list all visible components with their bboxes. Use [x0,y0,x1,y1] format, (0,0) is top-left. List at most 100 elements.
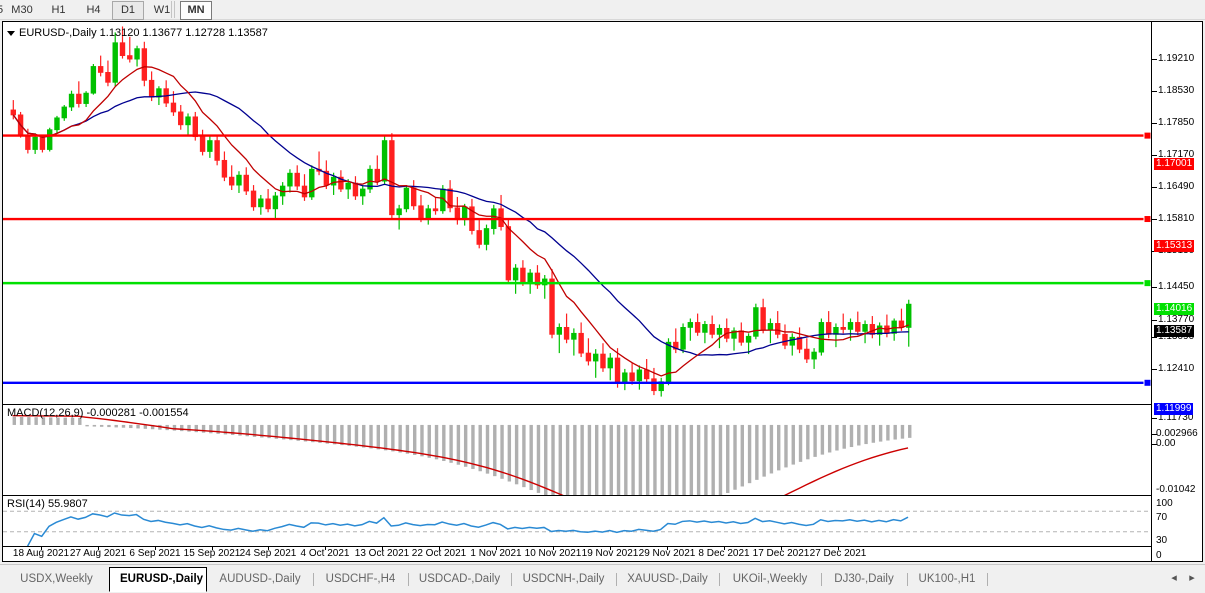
price-pane[interactable] [3,22,1151,404]
price-badge-1-14016[interactable]: 1.14016 [1154,303,1195,315]
macd-label: MACD(12,26,9) -0.000281 -0.001554 [7,407,189,419]
rsi-tick-label: 100 [1156,498,1173,509]
tab-separator [821,573,822,586]
timeframe-toolbar: 5 M30 H1 H4 D1 W1 MN [0,0,1205,20]
price-tick [1152,337,1157,338]
date-tick-label: 13 Oct 2021 [354,548,410,559]
price-tick [1152,59,1157,60]
date-tick [610,547,611,550]
chart-tab-eurusd-daily[interactable]: EURUSD-,Daily [109,567,207,592]
toolbar-separator-2 [174,1,175,18]
price-tick [1152,418,1157,419]
date-tick-label: 17 Dec 2021 [752,548,810,559]
tab-scroll-right-icon[interactable]: ▸ [1189,572,1195,584]
date-tick [439,547,440,550]
tab-scroll-left-icon[interactable]: ◂ [1171,572,1177,584]
tab-separator [511,573,512,586]
date-tick-label: 27 Dec 2021 [809,548,867,559]
timeframe-button-mn[interactable]: MN [180,1,212,20]
price-tick [1152,320,1157,321]
macd-tick-label: -0.01042 [1156,484,1196,495]
tab-separator [408,573,409,586]
date-tick [212,547,213,550]
price-tick [1152,91,1157,92]
tab-separator [313,573,314,586]
chart-ohlc-text: EURUSD-,Daily 1.13120 1.13677 1.12728 1.… [19,27,268,39]
chart-tab-usdchf-h4[interactable]: USDCHF-,H4 [325,573,396,585]
chart-symbol-header[interactable]: EURUSD-,Daily 1.13120 1.13677 1.12728 1.… [7,27,268,39]
date-tick [325,547,326,550]
price-tick-label: 1.13770 [1158,314,1195,325]
price-tick [1152,155,1157,156]
timeframe-button-5[interactable]: 5 [0,1,6,20]
date-tick [98,547,99,550]
date-tick [155,547,156,550]
date-tick-label: 10 Nov 2021 [524,548,582,559]
rsi-tick-label: 30 [1156,535,1168,546]
date-tick-label: 8 Dec 2021 [698,548,750,559]
toolbar-separator [171,1,172,18]
price-badge-1-17001[interactable]: 1.17001 [1154,158,1195,170]
pane-separator-dates [3,546,1151,547]
timeframe-button-m30[interactable]: M30 [11,4,33,16]
date-tick-label: 22 Oct 2021 [411,548,467,559]
date-axis[interactable]: 18 Aug 2021 27 Aug 2021 6 Sep 2021 15 Sep 2… [3,547,1151,561]
tab-separator [907,573,908,586]
date-tick-label: 24 Sep 2021 [239,548,297,559]
chart-tab-audusd-daily[interactable]: AUDUSD-,Daily [219,573,301,585]
macd-tick [1152,444,1157,445]
chart-tab-usdcnh-daily[interactable]: USDCNH-,Daily [522,573,605,585]
date-tick [781,547,782,550]
date-tick-label: 6 Sep 2021 [129,548,181,559]
rsi-tick-label: 0 [1156,550,1162,561]
chart-window[interactable]: EURUSD-,Daily 1.13120 1.13677 1.12728 1.… [2,21,1203,562]
timeframe-button-h1[interactable]: H1 [51,4,66,16]
pane-separator-rsi [3,495,1151,496]
chevron-down-icon[interactable] [7,30,15,36]
date-tick-label: 4 Oct 2021 [300,548,350,559]
price-tick-label: 1.19210 [1158,53,1195,64]
rsi-pane[interactable] [3,496,1151,547]
tab-separator-end [987,573,988,586]
macd-tick [1152,434,1157,435]
price-tick [1152,219,1157,220]
pane-separator-macd [3,404,1151,405]
date-tick [268,547,269,550]
chart-tab-dj30-daily[interactable]: DJ30-,Daily [834,573,894,585]
chart-tab-usdx-weekly[interactable]: USDX,Weekly [20,573,93,585]
macd-pane[interactable] [3,405,1151,495]
date-tick [724,547,725,550]
date-tick [553,547,554,550]
chart-tab-bar[interactable]: USDX,Weekly EURUSD-,Daily AUDUSD-,Daily USD… [0,564,1205,593]
price-badge-1-15313[interactable]: 1.15313 [1154,240,1195,252]
date-tick-label: 18 Aug 2021 [12,548,70,559]
tab-separator [719,573,720,586]
price-tick [1152,123,1157,124]
price-tick-label: 1.16490 [1158,181,1195,192]
timeframe-button-d1[interactable]: D1 [112,1,144,20]
rsi-tick-label: 70 [1156,512,1168,523]
price-tick-label: 1.15810 [1158,213,1195,224]
price-tick-label: 1.17170 [1158,149,1195,160]
date-tick [838,547,839,550]
chart-tab-xauusd-daily[interactable]: XAUUSD-,Daily [627,573,708,585]
date-tick [667,547,668,550]
price-tick-label: 1.14450 [1158,281,1195,292]
price-badge-1-11999[interactable]: 1.11999 [1154,403,1194,415]
candlestick-chart [3,26,1151,397]
timeframe-button-h4[interactable]: H4 [86,4,101,16]
chart-tab-uk100-h1[interactable]: UK100-,H1 [918,573,976,585]
price-tick [1152,369,1157,370]
chart-tab-usdcad-daily[interactable]: USDCAD-,Daily [418,573,501,585]
date-tick-label: 1 Nov 2021 [470,548,522,559]
rsi-indicator-chart [3,510,1151,547]
macd-tick-label: 0.00 [1156,438,1176,449]
chart-tab-ukoil-weekly[interactable]: UKOil-,Weekly [732,573,808,585]
price-axis[interactable]: 1.19210 1.18530 1.17850 1.17170 1.16490 1.158… [1152,22,1202,561]
price-tick-label: 1.18530 [1158,85,1195,96]
price-axis-divider [1151,22,1152,561]
timeframe-button-w1[interactable]: W1 [153,4,171,16]
price-tick [1152,287,1157,288]
macd-tick-label: 0.002966 [1156,428,1198,439]
price-badge-1-13587[interactable]: 1.13587 [1154,325,1195,337]
